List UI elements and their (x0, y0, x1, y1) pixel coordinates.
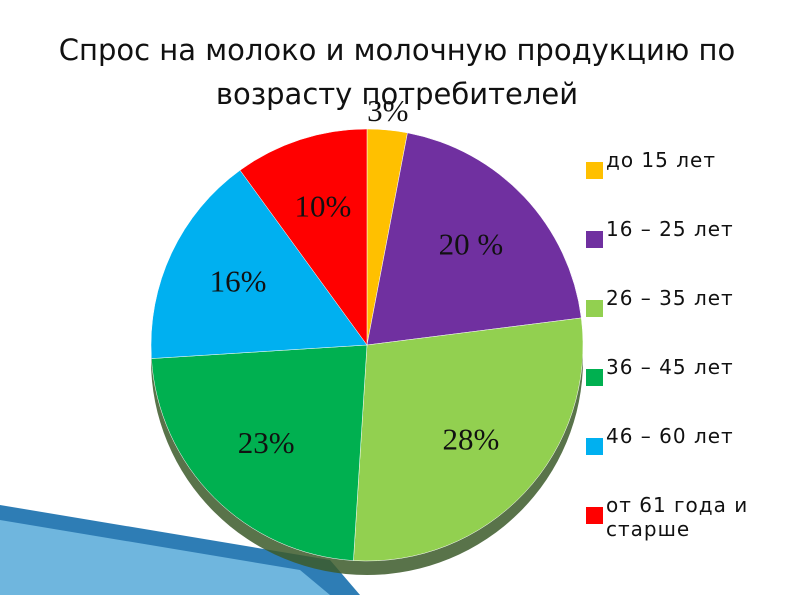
chart-title: Спрос на молоко и молочную продукцию по … (58, 33, 736, 111)
legend-label: 46 – 60 лет (606, 424, 734, 448)
pie (150, 128, 584, 562)
pie-slice (239, 128, 368, 346)
legend-swatch (586, 438, 603, 455)
legend-swatch (586, 300, 603, 317)
legend-item: до 15 лет (586, 148, 786, 217)
legend-label: 16 – 25 лет (606, 217, 734, 241)
legend-swatch (586, 162, 603, 179)
value-label: 28% (443, 422, 500, 457)
pie-slice (150, 169, 368, 359)
pie-slice (151, 344, 368, 561)
legend-swatch (586, 507, 603, 524)
legend: до 15 лет 16 – 25 лет 26 – 35 лет 36 – 45 л… (586, 148, 786, 562)
value-label: 20 % (439, 227, 504, 262)
pie-slice (353, 317, 584, 562)
legend-label: 26 – 35 лет (606, 286, 734, 310)
legend-item: 16 – 25 лет (586, 217, 786, 286)
pie-slice (366, 132, 582, 346)
legend-item: 46 – 60 лет (586, 424, 786, 493)
legend-label: до 15 лет (606, 148, 716, 172)
value-label: 16% (210, 263, 267, 298)
decoration (0, 520, 330, 595)
legend-item: от 61 года и старше (586, 493, 786, 562)
legend-item: 26 – 35 лет (586, 286, 786, 355)
value-label: 3% (367, 93, 408, 128)
value-label: 10% (295, 189, 352, 224)
legend-label: от 61 года и старше (606, 493, 749, 541)
value-label: 23% (238, 425, 295, 460)
legend-swatch (586, 369, 603, 386)
legend-label: 36 – 45 лет (606, 355, 734, 379)
legend-swatch (586, 231, 603, 248)
legend-item: 36 – 45 лет (586, 355, 786, 424)
